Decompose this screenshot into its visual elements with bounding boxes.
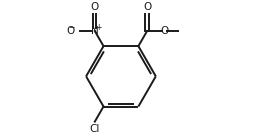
Text: O: O [160,26,169,36]
Text: +: + [95,23,102,32]
Text: O: O [91,2,99,12]
Text: −: − [68,23,75,32]
Text: O: O [143,2,151,12]
Text: O: O [67,26,75,36]
Text: N: N [91,26,99,36]
Text: Cl: Cl [89,124,99,134]
